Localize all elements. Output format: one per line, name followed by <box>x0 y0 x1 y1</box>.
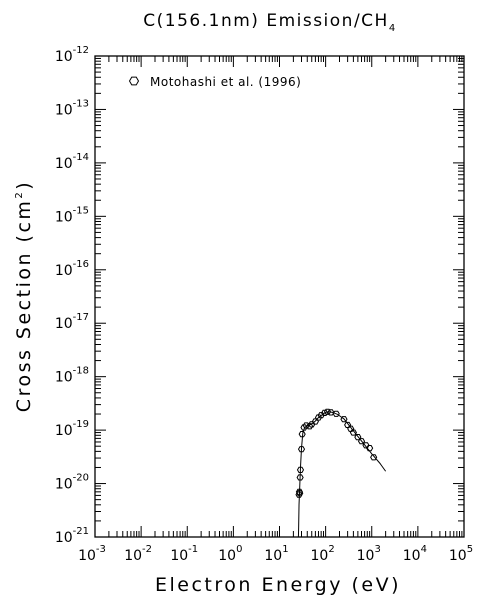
legend-label: Motohashi et al. (1996) <box>150 75 301 89</box>
data-point <box>296 466 305 474</box>
x-tick-label: 100 <box>218 544 242 564</box>
data-point <box>295 488 303 495</box>
axis-ticks <box>94 55 465 538</box>
data-point <box>300 424 308 431</box>
y-tick-label: 10-15 <box>55 205 89 225</box>
data-point <box>340 416 348 423</box>
x-tick-label: 101 <box>264 544 288 564</box>
x-tick-label: 103 <box>357 544 381 564</box>
y-tick-label: 10-21 <box>55 526 89 546</box>
x-tick-label: 104 <box>403 544 427 564</box>
y-tick-label: 10-20 <box>55 473 89 493</box>
data-point <box>347 425 355 432</box>
x-tick-label: 10-3 <box>78 544 106 564</box>
data-point <box>321 409 329 416</box>
data-point <box>295 491 303 498</box>
y-tick-label: 10-19 <box>55 419 89 439</box>
data-point <box>370 454 378 461</box>
y-tick-label: 10-16 <box>55 259 89 279</box>
x-tick-label: 102 <box>311 544 335 564</box>
data-point <box>314 414 323 421</box>
chart-title: C(156.1nm) Emission/CH4 <box>143 11 396 34</box>
legend-hexagon-marker <box>128 76 140 86</box>
legend: Motohashi et al. (1996) <box>128 75 301 89</box>
x-axis-label: Electron Energy (eV) <box>155 574 401 596</box>
y-tick-label: 10-12 <box>55 45 89 65</box>
data-point <box>308 421 316 428</box>
x-tick-label: 10-2 <box>124 544 152 564</box>
data-point <box>344 421 352 429</box>
data-point <box>296 490 304 497</box>
data-point <box>349 429 357 436</box>
data-point <box>332 410 340 417</box>
y-axis-label: Cross Section (cm2) <box>13 180 35 412</box>
data-series <box>295 408 387 538</box>
data-point <box>317 412 325 419</box>
y-tick-label: 10-13 <box>55 98 89 118</box>
tick-labels: 10-3 10-2 10-1 100 101 102 103 104 105 10-21 10-20… <box>55 45 473 564</box>
plot-frame <box>94 55 465 538</box>
fit-curve <box>297 411 387 538</box>
y-tick-label: 10-17 <box>55 312 89 332</box>
data-point <box>357 438 366 445</box>
data-point <box>297 446 306 453</box>
x-tick-label: 10-1 <box>170 544 198 564</box>
y-tick-label: 10-14 <box>55 152 89 172</box>
x-tick-label: 105 <box>449 544 473 564</box>
y-tick-label: 10-18 <box>55 366 89 386</box>
data-point <box>296 474 304 481</box>
